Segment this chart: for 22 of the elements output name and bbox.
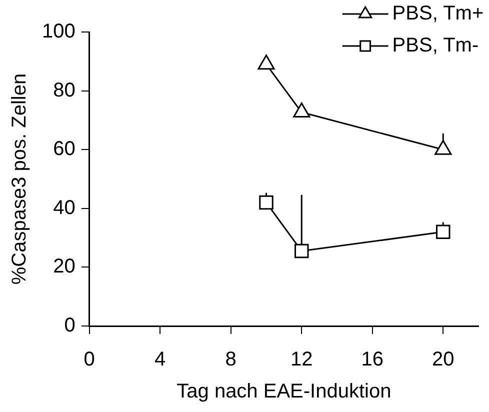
y-tick-label: 40 <box>53 196 76 219</box>
y-tick-label: 20 <box>53 256 76 278</box>
y-tick-label: 80 <box>53 79 76 102</box>
x-axis-title: Tag nach EAE-Induktion <box>176 380 392 403</box>
point <box>259 195 274 210</box>
x-tick-label: 12 <box>290 348 313 371</box>
x-tick-label: 20 <box>432 348 454 371</box>
x-tick-label: 16 <box>361 348 384 371</box>
point <box>436 224 450 240</box>
point <box>293 102 310 118</box>
point <box>434 140 452 155</box>
y-tick-label: 0 <box>64 314 76 337</box>
point <box>258 54 275 70</box>
x-tick-label: 8 <box>225 348 236 371</box>
y-tick-label: 60 <box>53 138 76 160</box>
y-axis-title: %Caspase3 pos. Zellen <box>8 73 31 285</box>
y-tick-label: 100 <box>42 20 76 43</box>
legend-label: PBS, Tm- <box>392 34 479 57</box>
x-tick-label: 4 <box>154 348 166 371</box>
legend-label: PBS, Tm+ <box>392 2 484 25</box>
point <box>294 244 309 258</box>
x-tick-label: 0 <box>84 348 95 371</box>
